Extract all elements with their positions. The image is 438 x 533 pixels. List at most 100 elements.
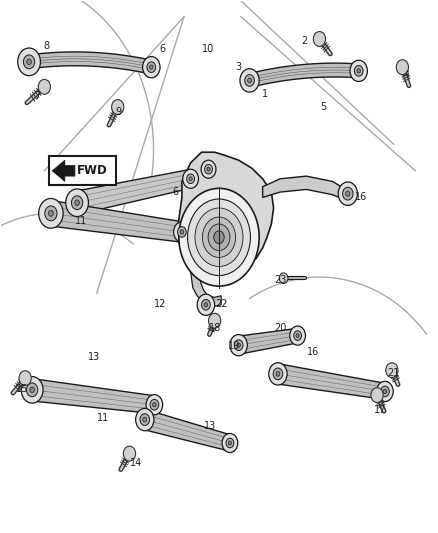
Text: 11: 11 (97, 413, 110, 423)
Text: 16: 16 (355, 192, 367, 203)
Circle shape (214, 231, 224, 244)
Circle shape (396, 60, 409, 75)
Polygon shape (31, 379, 155, 414)
Circle shape (180, 230, 184, 234)
Circle shape (276, 372, 280, 376)
Polygon shape (143, 410, 231, 451)
Circle shape (234, 340, 243, 351)
Circle shape (150, 65, 153, 69)
Circle shape (173, 222, 190, 242)
Polygon shape (49, 200, 183, 242)
Text: 3: 3 (236, 62, 242, 72)
Circle shape (150, 399, 159, 410)
Circle shape (293, 331, 301, 341)
Circle shape (338, 182, 357, 205)
Circle shape (195, 208, 243, 266)
Circle shape (247, 78, 251, 83)
Circle shape (202, 217, 236, 257)
Text: 20: 20 (274, 322, 286, 333)
Circle shape (207, 167, 210, 171)
Text: 4: 4 (404, 70, 410, 80)
Polygon shape (263, 176, 346, 200)
Circle shape (290, 326, 305, 345)
Text: 23: 23 (274, 275, 286, 285)
Text: 13: 13 (88, 352, 101, 362)
Text: 6: 6 (159, 44, 165, 53)
Circle shape (49, 211, 53, 216)
Circle shape (71, 196, 83, 209)
Circle shape (357, 69, 360, 73)
Text: 12: 12 (154, 298, 166, 309)
Circle shape (140, 414, 150, 425)
Circle shape (38, 79, 50, 94)
Polygon shape (28, 52, 152, 74)
Text: 8: 8 (43, 41, 49, 51)
Text: 13: 13 (204, 421, 216, 431)
Circle shape (21, 376, 43, 403)
Circle shape (179, 188, 259, 286)
Circle shape (147, 62, 155, 72)
Circle shape (201, 300, 210, 310)
Text: 9: 9 (116, 107, 122, 117)
Circle shape (208, 313, 221, 328)
Circle shape (371, 387, 383, 402)
Circle shape (354, 66, 363, 76)
Circle shape (201, 160, 216, 178)
Circle shape (187, 199, 251, 276)
Circle shape (204, 303, 208, 307)
Text: 18: 18 (208, 322, 221, 333)
Circle shape (279, 273, 288, 284)
Circle shape (187, 174, 194, 183)
Polygon shape (238, 328, 298, 354)
Circle shape (313, 31, 325, 46)
Text: 15: 15 (16, 384, 29, 394)
Circle shape (237, 343, 240, 348)
Circle shape (124, 446, 136, 461)
Circle shape (228, 441, 232, 445)
Polygon shape (187, 163, 211, 188)
Circle shape (273, 368, 283, 379)
Text: 14: 14 (130, 458, 142, 468)
Text: 19: 19 (228, 341, 240, 351)
Text: 5: 5 (321, 102, 327, 112)
Polygon shape (191, 261, 221, 306)
Circle shape (30, 387, 35, 393)
Text: 6: 6 (172, 187, 178, 197)
Circle shape (136, 408, 154, 431)
Polygon shape (205, 156, 222, 177)
Circle shape (39, 198, 63, 228)
Circle shape (183, 169, 198, 188)
Text: 11: 11 (75, 216, 88, 227)
Circle shape (343, 187, 353, 200)
Circle shape (197, 294, 215, 316)
Circle shape (240, 69, 259, 92)
Circle shape (26, 383, 38, 397)
Circle shape (23, 55, 35, 69)
Circle shape (143, 417, 147, 422)
Circle shape (208, 224, 230, 251)
Circle shape (346, 191, 350, 196)
Text: FWD: FWD (77, 164, 108, 177)
Polygon shape (248, 63, 359, 87)
Circle shape (75, 200, 79, 205)
Text: 1: 1 (262, 88, 268, 99)
Circle shape (350, 60, 367, 82)
Circle shape (45, 206, 57, 221)
Text: 22: 22 (215, 298, 227, 309)
Circle shape (226, 438, 234, 448)
Polygon shape (52, 160, 75, 181)
Circle shape (230, 335, 247, 356)
Circle shape (189, 177, 192, 181)
Circle shape (66, 189, 88, 216)
Text: 16: 16 (307, 346, 319, 357)
Circle shape (27, 59, 32, 64)
Circle shape (18, 48, 40, 76)
Circle shape (152, 402, 156, 407)
Circle shape (205, 165, 212, 174)
Polygon shape (177, 152, 274, 272)
Text: 2: 2 (301, 36, 307, 45)
Circle shape (269, 363, 287, 385)
Text: 17: 17 (374, 405, 387, 415)
Bar (49, 156, 117, 185)
Circle shape (381, 386, 389, 397)
